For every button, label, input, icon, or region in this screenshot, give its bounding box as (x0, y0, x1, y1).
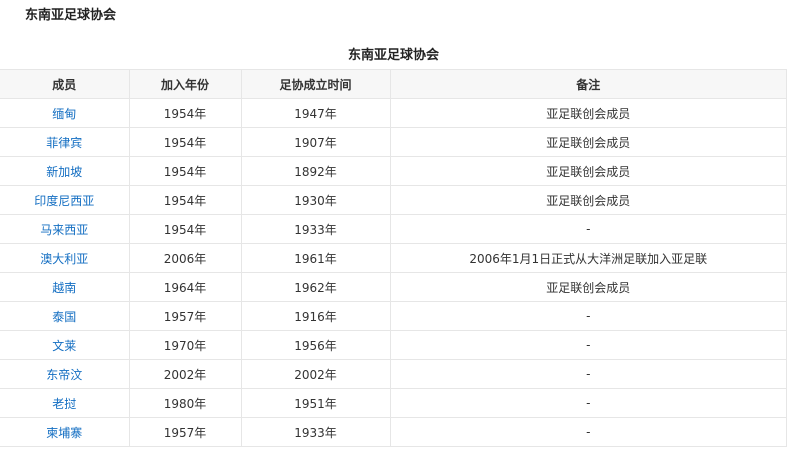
join-year: 1954年 (128, 156, 242, 186)
join-year: 1954年 (128, 98, 242, 128)
member-link[interactable]: 印度尼西亚 (0, 185, 130, 215)
join-year: 2006年 (128, 243, 242, 273)
member-link[interactable]: 越南 (0, 272, 130, 302)
join-year: 1954年 (128, 127, 242, 157)
founded-year: 2002年 (240, 359, 391, 389)
member-link[interactable]: 老挝 (0, 388, 130, 418)
header-founded: 足协成立时间 (240, 69, 391, 99)
join-year: 1964年 (128, 272, 242, 302)
table-row: 东帝汶 2002年 2002年 - (0, 359, 787, 389)
table-row: 文莱 1970年 1956年 - (0, 330, 787, 360)
header-notes: 备注 (389, 69, 787, 99)
notes: - (389, 214, 787, 244)
table-row: 泰国 1957年 1916年 - (0, 301, 787, 331)
notes: 亚足联创会成员 (389, 98, 787, 128)
join-year: 1980年 (128, 388, 242, 418)
join-year: 1954年 (128, 185, 242, 215)
header-member: 成员 (0, 69, 130, 99)
join-year: 1957年 (128, 301, 242, 331)
founded-year: 1962年 (240, 272, 391, 302)
notes: - (389, 417, 787, 447)
notes: 亚足联创会成员 (389, 156, 787, 186)
table-row: 老挝 1980年 1951年 - (0, 388, 787, 418)
header-join-year: 加入年份 (128, 69, 242, 99)
notes: - (389, 388, 787, 418)
founded-year: 1892年 (240, 156, 391, 186)
table-row: 缅甸 1954年 1947年 亚足联创会成员 (0, 98, 787, 128)
founded-year: 1930年 (240, 185, 391, 215)
founded-year: 1956年 (240, 330, 391, 360)
founded-year: 1933年 (240, 417, 391, 447)
member-link[interactable]: 缅甸 (0, 98, 130, 128)
section-heading: 东南亚足球协会 (25, 8, 117, 23)
table-row: 新加坡 1954年 1892年 亚足联创会成员 (0, 156, 787, 186)
table-row: 印度尼西亚 1954年 1930年 亚足联创会成员 (0, 185, 787, 215)
founded-year: 1907年 (240, 127, 391, 157)
notes: 2006年1月1日正式从大洋洲足联加入亚足联 (389, 243, 787, 273)
notes: - (389, 359, 787, 389)
notes: 亚足联创会成员 (389, 272, 787, 302)
member-link[interactable]: 泰国 (0, 301, 130, 331)
member-link[interactable]: 东帝汶 (0, 359, 130, 389)
founded-year: 1961年 (240, 243, 391, 273)
member-link[interactable]: 新加坡 (0, 156, 130, 186)
table-header-row: 成员 加入年份 足协成立时间 备注 (0, 69, 787, 99)
table-row: 马来西亚 1954年 1933年 - (0, 214, 787, 244)
join-year: 1957年 (128, 417, 242, 447)
table-row: 柬埔寨 1957年 1933年 - (0, 417, 787, 447)
founded-year: 1933年 (240, 214, 391, 244)
member-link[interactable]: 文莱 (0, 330, 130, 360)
member-link[interactable]: 澳大利亚 (0, 243, 130, 273)
table-row: 菲律宾 1954年 1907年 亚足联创会成员 (0, 127, 787, 157)
table-caption: 东南亚足球协会 (347, 48, 439, 63)
join-year: 1970年 (128, 330, 242, 360)
notes: - (389, 301, 787, 331)
founded-year: 1916年 (240, 301, 391, 331)
notes: 亚足联创会成员 (389, 127, 787, 157)
join-year: 2002年 (128, 359, 242, 389)
notes: 亚足联创会成员 (389, 185, 787, 215)
member-link[interactable]: 菲律宾 (0, 127, 130, 157)
join-year: 1954年 (128, 214, 242, 244)
notes: - (389, 330, 787, 360)
member-link[interactable]: 柬埔寨 (0, 417, 130, 447)
members-table: 成员 加入年份 足协成立时间 备注 缅甸 1954年 1947年 亚足联创会成员 菲律宾… (0, 69, 787, 447)
founded-year: 1951年 (240, 388, 391, 418)
table-row: 澳大利亚 2006年 1961年 2006年1月1日正式从大洋洲足联加入亚足联 (0, 243, 787, 273)
member-link[interactable]: 马来西亚 (0, 214, 130, 244)
founded-year: 1947年 (240, 98, 391, 128)
table-row: 越南 1964年 1962年 亚足联创会成员 (0, 272, 787, 302)
